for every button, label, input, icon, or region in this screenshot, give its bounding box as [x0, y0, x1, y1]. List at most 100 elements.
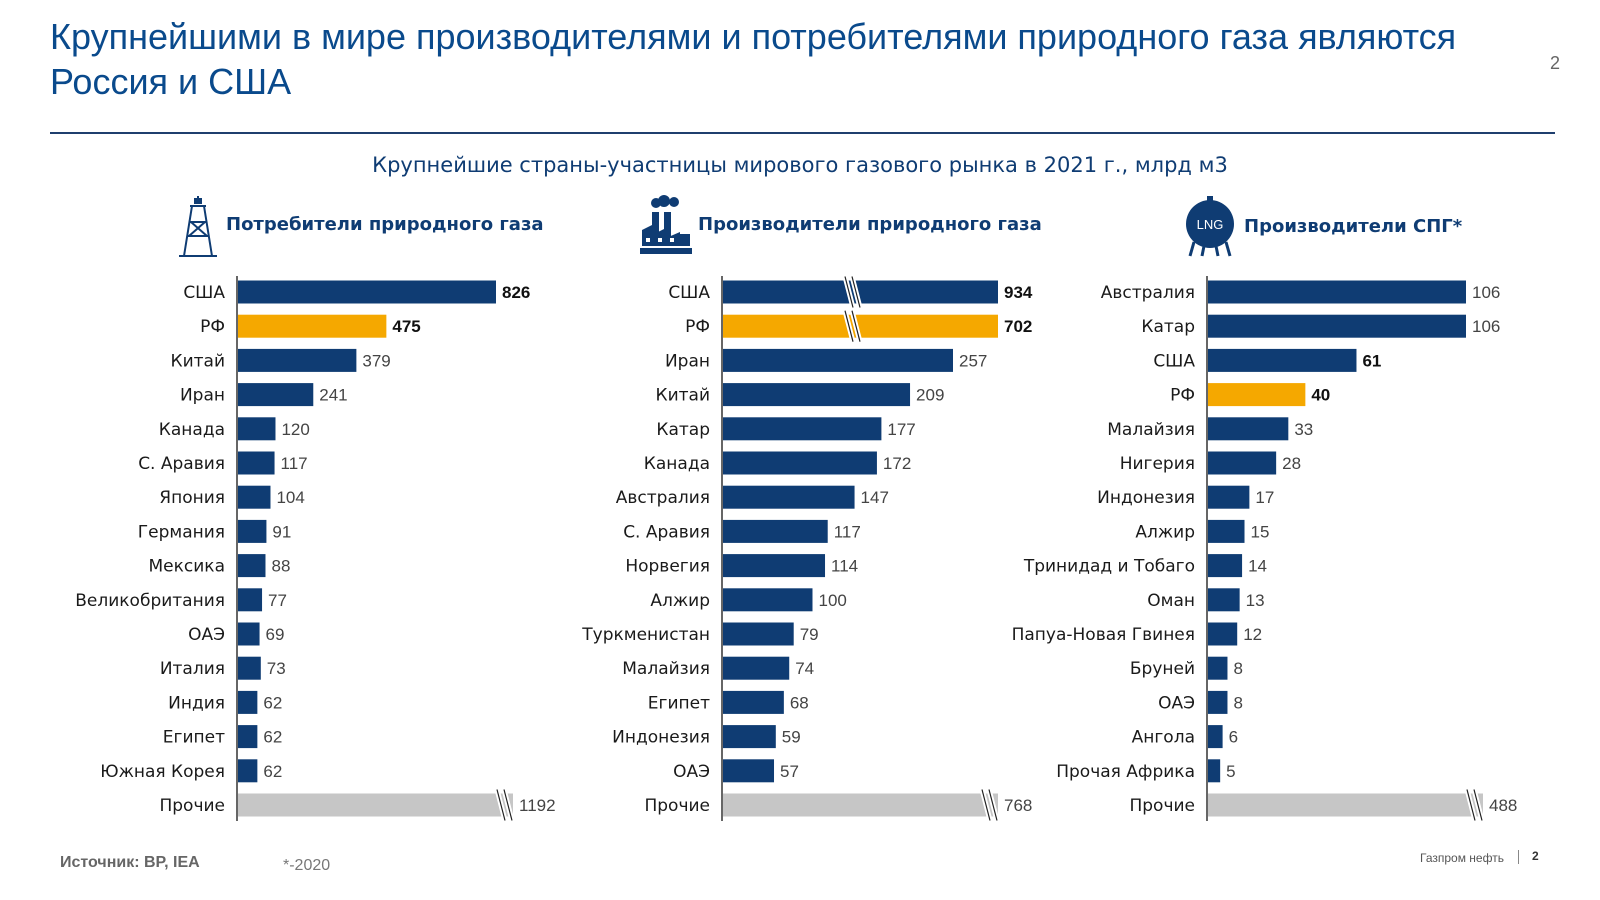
category-label: Индонезия	[612, 728, 710, 748]
value-label: 28	[1282, 454, 1301, 473]
bar	[238, 793, 513, 817]
value-label: 106	[1472, 317, 1500, 336]
axis-break-mark	[842, 275, 863, 309]
bar	[1208, 280, 1466, 304]
category-label: Норвегия	[625, 557, 710, 577]
value-label: 826	[502, 283, 530, 302]
value-label: 88	[271, 557, 290, 576]
value-label: 934	[1004, 283, 1033, 302]
bar	[1208, 725, 1223, 749]
bar	[238, 656, 261, 680]
category-label: Иран	[665, 351, 710, 371]
brand-name: Газпром нефть	[1420, 851, 1504, 865]
value-label: 114	[831, 557, 858, 576]
value-label: 768	[1004, 796, 1032, 815]
value-label: 69	[266, 625, 285, 644]
value-label: 8	[1233, 693, 1242, 712]
bar	[1208, 348, 1357, 372]
category-label: Нигерия	[1120, 454, 1195, 474]
category-label: Австралия	[616, 488, 710, 508]
value-label: 117	[281, 454, 308, 473]
value-label: 59	[782, 728, 801, 747]
category-label: Алжир	[1135, 522, 1195, 542]
bar	[1208, 554, 1243, 578]
category-label: Китай	[171, 351, 226, 371]
bar	[723, 519, 828, 543]
category-label: Катар	[1141, 317, 1195, 337]
value-label: 702	[1004, 317, 1032, 336]
page-number: 2	[1549, 53, 1560, 73]
bar	[723, 554, 826, 578]
bar	[1208, 588, 1240, 612]
value-label: 17	[1255, 488, 1274, 507]
category-label: Египет	[163, 728, 225, 748]
gas-rig-icon	[176, 194, 220, 257]
axis-break-mark	[1464, 788, 1485, 822]
category-label: Малайзия	[622, 659, 710, 679]
category-label: США	[1153, 351, 1195, 371]
bar	[238, 417, 276, 441]
value-label: 1192	[519, 796, 556, 815]
chart-2: США 934 РФ 702 Иран 257 Китай 209 Катар 177 Канада…	[581, 275, 1033, 822]
bar	[1208, 485, 1250, 509]
bar	[723, 588, 813, 612]
category-label: Египет	[648, 693, 710, 713]
category-label: Австралия	[1101, 283, 1195, 303]
bar	[238, 759, 258, 783]
value-label: 14	[1248, 557, 1267, 576]
panel-heading-text: Производители природного газа	[698, 213, 1042, 235]
bar	[238, 554, 266, 578]
bar	[1208, 451, 1277, 475]
panel-heading-consumers: Потребители природного газа	[176, 194, 544, 257]
category-label: Прочая Африка	[1056, 762, 1195, 782]
bar	[238, 314, 387, 338]
value-label: 147	[861, 488, 889, 507]
value-label: 12	[1243, 625, 1262, 644]
category-label: Тринидад и Тобаго	[1023, 557, 1195, 577]
chart-subtitle: Крупнейшие страны-участницы мирового газ…	[372, 153, 1228, 177]
bar	[723, 348, 953, 372]
value-label: 40	[1311, 386, 1330, 405]
lng-tank-icon: LNG	[1182, 196, 1238, 257]
category-label: С. Аравия	[138, 454, 225, 474]
value-label: 475	[392, 317, 420, 336]
bar	[1208, 690, 1228, 714]
bar	[723, 485, 855, 509]
bar	[723, 383, 911, 407]
bar	[238, 451, 275, 475]
value-label: 62	[263, 693, 282, 712]
value-label: 117	[834, 522, 861, 541]
value-label: 74	[795, 659, 814, 678]
value-label: 106	[1472, 283, 1500, 302]
category-label: Южная Корея	[100, 762, 225, 782]
category-label: Прочие	[644, 796, 710, 816]
chart-3: Австралия 106 Катар 106 США 61 РФ 40 Малайзия 33 Н…	[1012, 276, 1517, 822]
category-label: Бруней	[1130, 659, 1195, 679]
category-label: Малайзия	[1107, 420, 1195, 440]
category-label: Канада	[644, 454, 710, 474]
value-label: 257	[959, 351, 987, 370]
category-label: Китай	[656, 386, 711, 406]
category-label: Япония	[159, 488, 225, 508]
category-label: ОАЭ	[188, 625, 225, 645]
bar	[723, 451, 877, 475]
footnote: *-2020	[283, 857, 331, 874]
value-label: 8	[1233, 659, 1242, 678]
value-label: 104	[276, 488, 304, 507]
value-label: 15	[1251, 522, 1270, 541]
bar	[238, 348, 357, 372]
category-label: Прочие	[159, 796, 225, 816]
value-label: 13	[1246, 591, 1265, 610]
bar	[723, 280, 998, 304]
bar	[238, 280, 496, 304]
category-label: Прочие	[1129, 796, 1195, 816]
value-label: 5	[1226, 762, 1235, 781]
panel-heading-producers: Производители природного газа	[640, 194, 1042, 254]
category-label: РФ	[1170, 386, 1195, 406]
category-label: Индонезия	[1097, 488, 1195, 508]
bar	[1208, 383, 1306, 407]
title-divider	[50, 132, 1555, 134]
bar	[238, 622, 260, 646]
value-label: 77	[268, 591, 287, 610]
category-label: США	[668, 283, 710, 303]
